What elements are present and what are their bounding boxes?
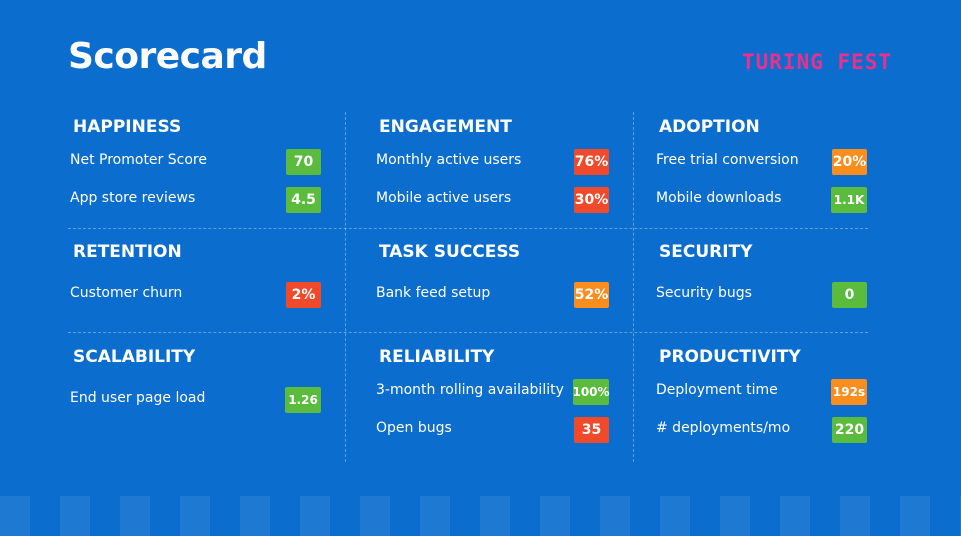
divider — [68, 228, 868, 229]
divider — [345, 112, 346, 462]
metric-label: Open bugs — [376, 420, 452, 436]
metric-label: End user page load — [70, 390, 206, 406]
metric-value: 30% — [574, 187, 609, 213]
section-heading: RELIABILITY — [379, 347, 495, 367]
metric-label: Net Promoter Score — [70, 152, 207, 168]
metric-label: Mobile active users — [376, 190, 512, 206]
divider — [633, 112, 634, 462]
section-heading: SCALABILITY — [73, 347, 196, 367]
metric-label: Security bugs — [656, 285, 752, 301]
section-heading: TASK SUCCESS — [379, 242, 521, 262]
divider — [68, 332, 868, 333]
metric-label: 3-month rolling availability — [376, 382, 564, 398]
section-heading: ADOPTION — [659, 117, 760, 137]
metric-value: 4.5 — [286, 187, 321, 213]
metric-label: Free trial conversion — [656, 152, 799, 168]
metric-value: 35 — [574, 417, 609, 443]
metric-label: Mobile downloads — [656, 190, 782, 206]
metric-value: 1.26 — [285, 387, 321, 413]
section-heading: PRODUCTIVITY — [659, 347, 801, 367]
metric-value: 70 — [286, 149, 321, 175]
section-heading: HAPPINESS — [73, 117, 182, 137]
metric-value: 220 — [832, 417, 867, 443]
metric-value: 192s — [831, 379, 867, 405]
section-heading: RETENTION — [73, 242, 182, 262]
metric-label: # deployments/mo — [656, 420, 791, 436]
metric-value: 52% — [574, 282, 609, 308]
metric-value: 20% — [832, 149, 867, 175]
title: Scorecard — [68, 36, 267, 77]
section-heading: ENGAGEMENT — [379, 117, 512, 137]
metric-value: 0 — [832, 282, 867, 308]
section-heading: SECURITY — [659, 242, 753, 262]
metric-label: Bank feed setup — [376, 285, 491, 301]
decoration — [0, 496, 961, 536]
metric-value: 100% — [572, 379, 610, 405]
metric-label: Customer churn — [70, 285, 183, 301]
metric-label: Deployment time — [656, 382, 778, 398]
metric-value: 76% — [574, 149, 609, 175]
metric-value: 2% — [286, 282, 321, 308]
metric-label: Monthly active users — [376, 152, 522, 168]
logo: TURING FEST — [742, 50, 893, 74]
metric-value: 1.1K — [831, 187, 867, 213]
metric-label: App store reviews — [70, 190, 196, 206]
